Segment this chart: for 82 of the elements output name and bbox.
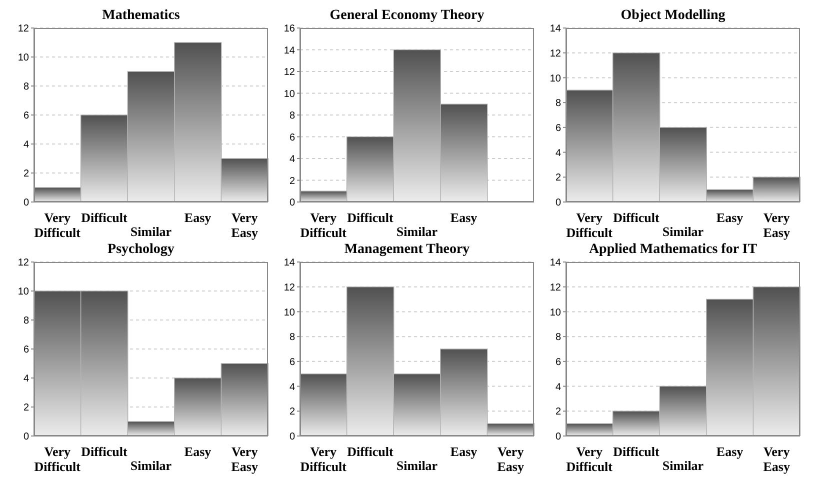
y-tick-label: 8 xyxy=(23,316,30,327)
x-tick-label: Similar xyxy=(662,224,704,239)
y-tick-label: 10 xyxy=(550,307,562,318)
x-tick-label: Easy xyxy=(716,444,744,459)
y-tick-label: 12 xyxy=(550,282,562,294)
x-tick-label: Very Difficult xyxy=(34,210,82,240)
y-tick-label: 10 xyxy=(284,88,296,100)
y-tick-label: 4 xyxy=(289,382,296,393)
y-tick-label: 2 xyxy=(23,402,30,414)
y-tick-label: 6 xyxy=(23,110,30,122)
y-tick-label: 0 xyxy=(555,198,562,209)
y-tick-label: 2 xyxy=(23,168,30,180)
x-tick-label: Similar xyxy=(130,458,172,473)
y-tick-label: 12 xyxy=(284,67,296,78)
y-tick-label: 8 xyxy=(555,98,562,110)
y-tick-label: 8 xyxy=(23,82,30,93)
y-tick-label: 8 xyxy=(289,110,296,122)
y-tick-label: 6 xyxy=(289,356,296,368)
y-tick-label: 10 xyxy=(18,286,30,298)
y-tick-label: 12 xyxy=(284,282,296,294)
y-tick-label: 14 xyxy=(284,258,296,269)
y-tick-label: 4 xyxy=(555,148,562,159)
y-tick-label: 12 xyxy=(18,24,30,35)
x-tick-label: Similar xyxy=(130,224,172,239)
chart-title: Management Theory xyxy=(343,242,471,258)
y-tick-label: 2 xyxy=(555,172,562,184)
x-tick-label: Very Difficult xyxy=(34,444,82,474)
chart-title: Applied Mathematics for IT xyxy=(588,242,758,258)
chart-title: Mathematics xyxy=(101,8,181,24)
y-tick-label: 10 xyxy=(18,52,30,64)
x-tick-label: Very Easy xyxy=(763,210,790,240)
x-tick-label: Difficult xyxy=(81,210,128,225)
y-tick-label: 0 xyxy=(23,198,30,209)
x-tick-label: Similar xyxy=(396,458,438,473)
y-tick-label: 14 xyxy=(550,258,562,269)
y-tick-label: 0 xyxy=(555,432,562,443)
x-tick-label: Difficult xyxy=(613,444,660,459)
x-tick-label: Easy xyxy=(450,210,478,225)
y-tick-label: 10 xyxy=(284,307,296,318)
x-tick-label: Easy xyxy=(184,210,212,225)
x-tick-label: Very Difficult xyxy=(566,444,614,474)
x-tick-label: Very Difficult xyxy=(300,210,348,240)
y-tick-label: 4 xyxy=(555,382,562,393)
x-tick-label: Very Easy xyxy=(231,210,258,240)
x-tick-label: Easy xyxy=(450,444,478,459)
y-tick-label: 2 xyxy=(555,406,562,418)
y-tick-label: 14 xyxy=(284,45,296,56)
y-tick-label: 4 xyxy=(23,374,30,385)
x-tick-label: Very Difficult xyxy=(566,210,614,240)
x-tick-label: Difficult xyxy=(347,444,394,459)
chart-title: General Economy Theory xyxy=(328,8,486,24)
y-tick-label: 6 xyxy=(555,122,562,134)
y-tick-label: 6 xyxy=(555,356,562,368)
y-tick-label: 6 xyxy=(23,344,30,356)
chart-title: Object Modelling xyxy=(620,8,726,24)
y-tick-label: 0 xyxy=(289,198,296,209)
x-tick-label: Easy xyxy=(716,210,744,225)
y-tick-label: 10 xyxy=(550,73,562,84)
y-tick-label: 12 xyxy=(550,48,562,60)
y-tick-label: 14 xyxy=(550,24,562,35)
y-tick-label: 4 xyxy=(289,154,296,166)
y-tick-label: 0 xyxy=(289,432,296,443)
y-tick-label: 2 xyxy=(289,176,296,187)
y-tick-label: 4 xyxy=(23,140,30,151)
x-tick-label: Very Easy xyxy=(497,444,524,474)
y-tick-label: 16 xyxy=(284,24,296,35)
x-tick-label: Difficult xyxy=(347,210,394,225)
y-tick-label: 2 xyxy=(289,406,296,418)
x-tick-label: Difficult xyxy=(81,444,128,459)
y-tick-label: 8 xyxy=(555,332,562,344)
x-tick-label: Very Easy xyxy=(763,444,790,474)
x-tick-label: Easy xyxy=(184,444,212,459)
x-tick-label: Similar xyxy=(662,458,704,473)
y-tick-label: 6 xyxy=(289,132,296,144)
x-tick-label: Very Easy xyxy=(231,444,258,474)
y-tick-label: 0 xyxy=(23,432,30,443)
x-tick-label: Similar xyxy=(396,224,438,239)
y-tick-label: 8 xyxy=(289,332,296,344)
chart-title: Psychology xyxy=(106,242,176,258)
x-tick-label: Difficult xyxy=(613,210,660,225)
x-tick-label: Very Difficult xyxy=(300,444,348,474)
y-tick-label: 12 xyxy=(18,258,30,269)
